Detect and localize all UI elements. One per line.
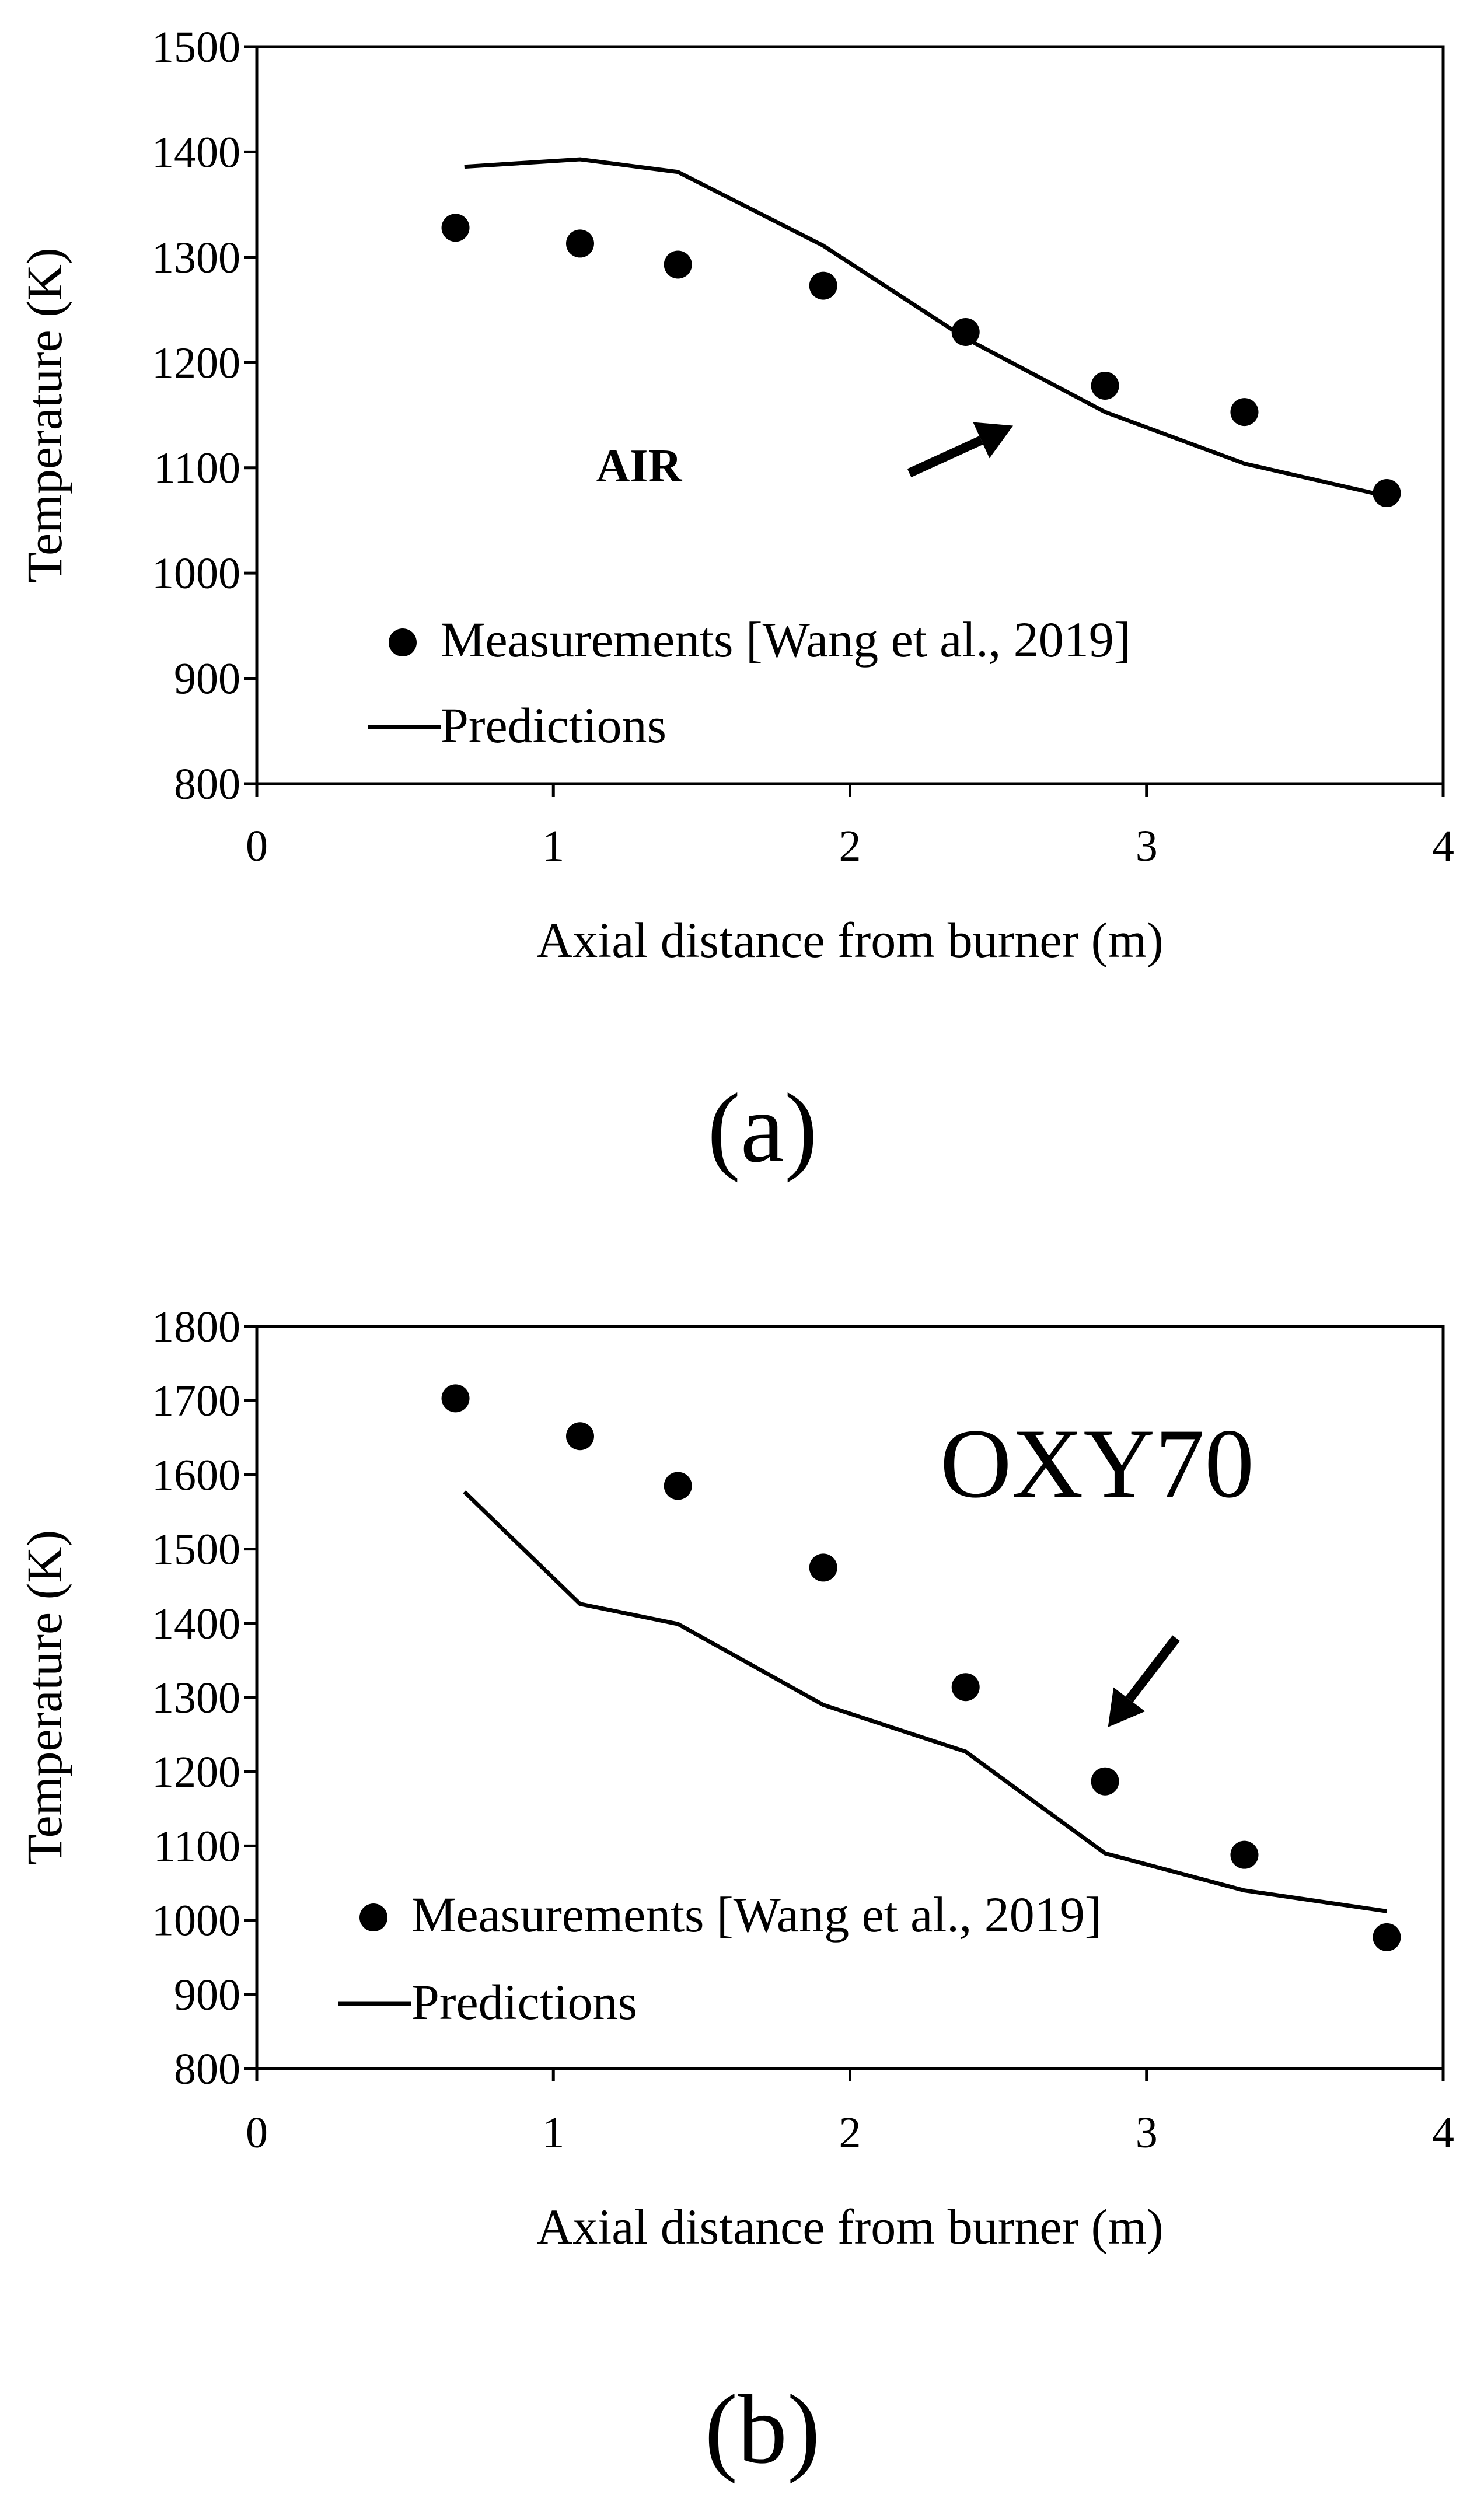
x-tick-label: 0 — [246, 822, 268, 871]
plot-frame — [255, 1325, 1445, 2070]
y-tick-label: 800 — [174, 760, 240, 809]
x-tick-label: 4 — [1432, 2108, 1454, 2157]
predictions-line — [463, 1490, 1387, 1913]
y-tick-label: 1400 — [152, 1599, 240, 1648]
measurement-point — [664, 250, 692, 279]
legend-label-measurements: Measurements [Wang et al., 2019] — [411, 1887, 1101, 1943]
legend-marker-measurements — [389, 628, 417, 656]
measurement-point — [1230, 398, 1259, 427]
y-tick-label: 1300 — [152, 233, 240, 282]
legend-label-measurements: Measurements [Wang et al., 2019] — [441, 612, 1130, 668]
legend-marker-measurements — [359, 1903, 387, 1931]
measurement-point — [1373, 479, 1401, 508]
x-tick-label: 3 — [1136, 2108, 1158, 2157]
y-tick-label: 900 — [174, 655, 240, 704]
measurement-point — [565, 1422, 594, 1451]
panel-label: (a) — [707, 1073, 818, 1183]
y-tick-label: 1200 — [152, 338, 240, 387]
y-tick-label: 1800 — [152, 1302, 240, 1351]
chart-panel-a: 800 900 1000 1100 1200 1300 1400 1500 0 1 2 3 4 Axial… — [16, 23, 1454, 1183]
arrow-head — [1108, 1687, 1146, 1727]
legend: Measurements [Wang et al., 2019] Predicti… — [368, 612, 1130, 753]
y-tick-label: 1200 — [152, 1748, 240, 1797]
measurement-point — [441, 214, 470, 242]
y-tick-label: 800 — [174, 2045, 240, 2094]
y-tick-label: 900 — [174, 1971, 240, 2020]
x-axis-title: Axial distance from burner (m) — [536, 912, 1164, 968]
y-tick-label: 1700 — [152, 1377, 240, 1426]
y-tick-label: 1500 — [152, 23, 240, 72]
legend: Measurements [Wang et al., 2019] Predicti… — [338, 1887, 1101, 2030]
arrow-head — [973, 422, 1014, 459]
measurement-point — [809, 1553, 837, 1582]
case-annotation: OXY70 — [940, 1409, 1254, 1518]
case-annotation: AIR — [596, 441, 683, 492]
x-tick-label: 2 — [839, 822, 861, 871]
measurement-point — [664, 1472, 692, 1500]
x-tick-label: 2 — [839, 2108, 861, 2157]
arrow-shaft — [1125, 1635, 1180, 1703]
x-tick-label: 4 — [1432, 822, 1454, 871]
legend-label-predictions: Predictions — [441, 697, 666, 753]
y-axis-title: Temperature (K) — [16, 247, 72, 582]
measurement-point — [951, 1673, 980, 1702]
y-tick-label: 1300 — [152, 1674, 240, 1723]
measurement-point — [951, 317, 980, 346]
plot-frame — [255, 45, 1445, 785]
panel-label: (b) — [704, 2374, 820, 2484]
y-tick-label: 1100 — [153, 1822, 240, 1871]
measurement-point — [441, 1384, 470, 1413]
measurement-point — [1091, 371, 1119, 400]
measurement-point — [1091, 1767, 1119, 1796]
y-tick-label: 1100 — [153, 444, 240, 493]
arrow-shaft — [907, 436, 983, 478]
x-axis-title: Axial distance from burner (m) — [536, 2199, 1164, 2255]
chart-panel-b: 800 900 1000 1100 1200 1300 1400 1500 1600 1700 18… — [16, 1302, 1454, 2484]
y-tick-label: 1000 — [152, 549, 240, 598]
y-tick-label: 1600 — [152, 1451, 240, 1500]
y-tick-label: 1000 — [152, 1896, 240, 1945]
measurement-point — [1373, 1923, 1401, 1951]
x-tick-label: 3 — [1136, 822, 1158, 871]
x-tick-label: 1 — [542, 2108, 564, 2157]
measurement-point — [565, 229, 594, 258]
measurement-point — [1230, 1840, 1259, 1869]
predictions-line — [464, 157, 1388, 498]
x-tick-label: 1 — [542, 822, 564, 871]
x-tick-label: 0 — [246, 2108, 268, 2157]
y-tick-label: 1400 — [152, 128, 240, 177]
y-axis-title: Temperature (K) — [16, 1530, 72, 1865]
y-tick-label: 1500 — [152, 1525, 240, 1574]
legend-label-predictions: Predictions — [411, 1974, 637, 2030]
measurement-point — [809, 271, 837, 300]
